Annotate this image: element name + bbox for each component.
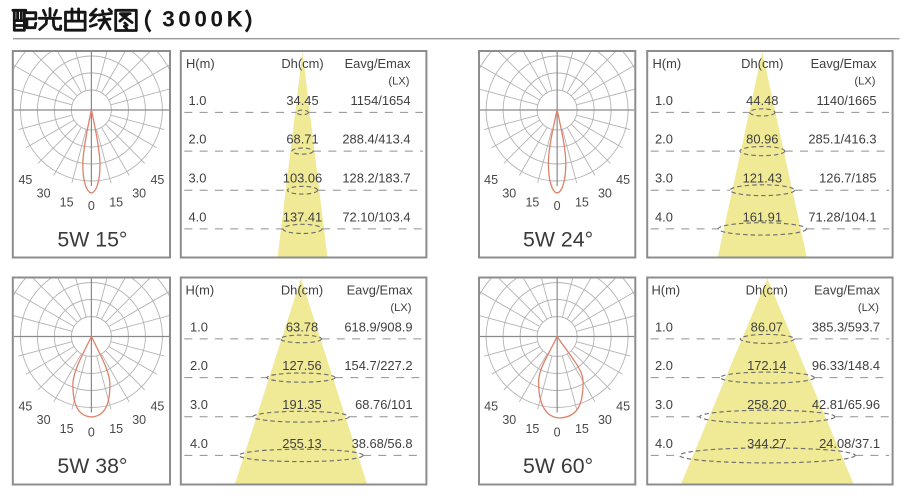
svg-text:15: 15 [525,196,539,210]
svg-text:3.0: 3.0 [190,397,208,412]
svg-text:44.48: 44.48 [746,93,778,108]
svg-text:1140/1665: 1140/1665 [817,93,877,108]
svg-text:Dh(cm): Dh(cm) [281,283,323,298]
svg-text:0: 0 [88,199,95,213]
svg-text:24.08/37.1: 24.08/37.1 [819,436,880,451]
svg-text:3.0: 3.0 [655,171,673,186]
svg-text:121.43: 121.43 [743,171,782,186]
svg-text:0: 0 [554,425,561,439]
svg-text:1.0: 1.0 [655,93,673,108]
svg-text:42.81/65.96: 42.81/65.96 [812,397,880,412]
svg-text:4.0: 4.0 [655,209,673,224]
svg-text:127.56: 127.56 [282,358,321,373]
svg-text:15: 15 [60,422,74,436]
svg-text:45: 45 [616,399,630,413]
svg-text:385.3/593.7: 385.3/593.7 [812,319,880,334]
svg-text:15: 15 [60,196,74,210]
svg-text:Dh(cm): Dh(cm) [281,56,323,71]
svg-text:Eavg/Emax: Eavg/Emax [811,56,877,71]
svg-text:45: 45 [484,399,498,413]
svg-text:80.96: 80.96 [746,132,778,147]
svg-text:86.07: 86.07 [751,319,783,334]
svg-text:5W 60°: 5W 60° [523,454,593,478]
svg-text:4.0: 4.0 [655,436,673,451]
svg-text:(LX): (LX) [390,302,411,314]
svg-text:191.35: 191.35 [282,397,321,412]
svg-text:3.0: 3.0 [655,397,673,412]
svg-text:1.0: 1.0 [655,319,673,334]
svg-text:34.45: 34.45 [286,93,318,108]
svg-text:68.71: 68.71 [286,132,318,147]
svg-text:5W 15°: 5W 15° [57,227,127,251]
svg-text:45: 45 [150,399,164,413]
svg-text:45: 45 [150,173,164,187]
svg-text:38.68/56.8: 38.68/56.8 [352,436,413,451]
svg-text:2.0: 2.0 [655,132,673,147]
svg-text:285.1/416.3: 285.1/416.3 [808,132,876,147]
svg-text:255.13: 255.13 [282,436,321,451]
svg-text:15: 15 [575,196,589,210]
svg-text:45: 45 [18,173,32,187]
svg-text:30: 30 [37,413,51,427]
svg-text:Eavg/Emax: Eavg/Emax [347,283,413,298]
svg-text:1.0: 1.0 [190,319,208,334]
svg-text:30: 30 [37,186,51,200]
svg-text:5W 24°: 5W 24° [523,227,593,251]
svg-text:(LX): (LX) [388,76,409,88]
svg-text:45: 45 [616,173,630,187]
svg-text:Eavg/Emax: Eavg/Emax [814,283,880,298]
svg-text:1.0: 1.0 [189,93,207,108]
svg-text:3.0: 3.0 [189,171,207,186]
svg-text:Dh(cm): Dh(cm) [746,283,788,298]
svg-text:4.0: 4.0 [190,436,208,451]
svg-text:344.27: 344.27 [747,436,786,451]
svg-text:4.0: 4.0 [189,209,207,224]
svg-text:0: 0 [554,199,561,213]
svg-text:30: 30 [132,413,146,427]
svg-text:0: 0 [88,425,95,439]
svg-text:H(m): H(m) [186,56,215,71]
svg-text:2.0: 2.0 [655,358,673,373]
svg-text:1154/1654: 1154/1654 [351,93,411,108]
svg-text:30: 30 [502,186,516,200]
svg-text:172.14: 172.14 [747,358,786,373]
svg-text:(LX): (LX) [858,302,879,314]
svg-text:Dh(cm): Dh(cm) [741,56,783,71]
svg-text:45: 45 [484,173,498,187]
svg-text:126.7/185: 126.7/185 [819,171,876,186]
svg-text:30: 30 [598,413,612,427]
svg-text:H(m): H(m) [653,56,682,71]
svg-text:103.06: 103.06 [283,171,322,186]
svg-text:30: 30 [502,413,516,427]
svg-text:15: 15 [109,422,123,436]
svg-text:5W 38°: 5W 38° [57,454,127,478]
svg-text:161.91: 161.91 [743,209,782,224]
svg-text:128.2/183.7: 128.2/183.7 [342,171,410,186]
svg-text:96.33/148.4: 96.33/148.4 [812,358,880,373]
svg-text:15: 15 [525,422,539,436]
svg-text:30: 30 [598,186,612,200]
svg-text:154.7/227.2: 154.7/227.2 [344,358,412,373]
svg-text:H(m): H(m) [652,283,681,298]
svg-text:618.9/908.9: 618.9/908.9 [344,319,412,334]
svg-text:288.4/413.4: 288.4/413.4 [342,132,410,147]
svg-text:258.20: 258.20 [747,397,786,412]
svg-text:(LX): (LX) [854,76,875,88]
svg-text:72.10/103.4: 72.10/103.4 [342,209,410,224]
svg-text:3000K: 3000K [162,6,246,31]
svg-text:2.0: 2.0 [189,132,207,147]
svg-text:45: 45 [18,399,32,413]
svg-text:2.0: 2.0 [190,358,208,373]
svg-text:15: 15 [109,196,123,210]
svg-text:15: 15 [575,422,589,436]
svg-text:30: 30 [132,186,146,200]
svg-text:71.28/104.1: 71.28/104.1 [808,209,876,224]
svg-text:137.41: 137.41 [283,209,322,224]
svg-text:68.76/101: 68.76/101 [355,397,412,412]
svg-text:63.78: 63.78 [286,319,318,334]
svg-text:Eavg/Emax: Eavg/Emax [345,56,411,71]
svg-text:H(m): H(m) [186,283,215,298]
